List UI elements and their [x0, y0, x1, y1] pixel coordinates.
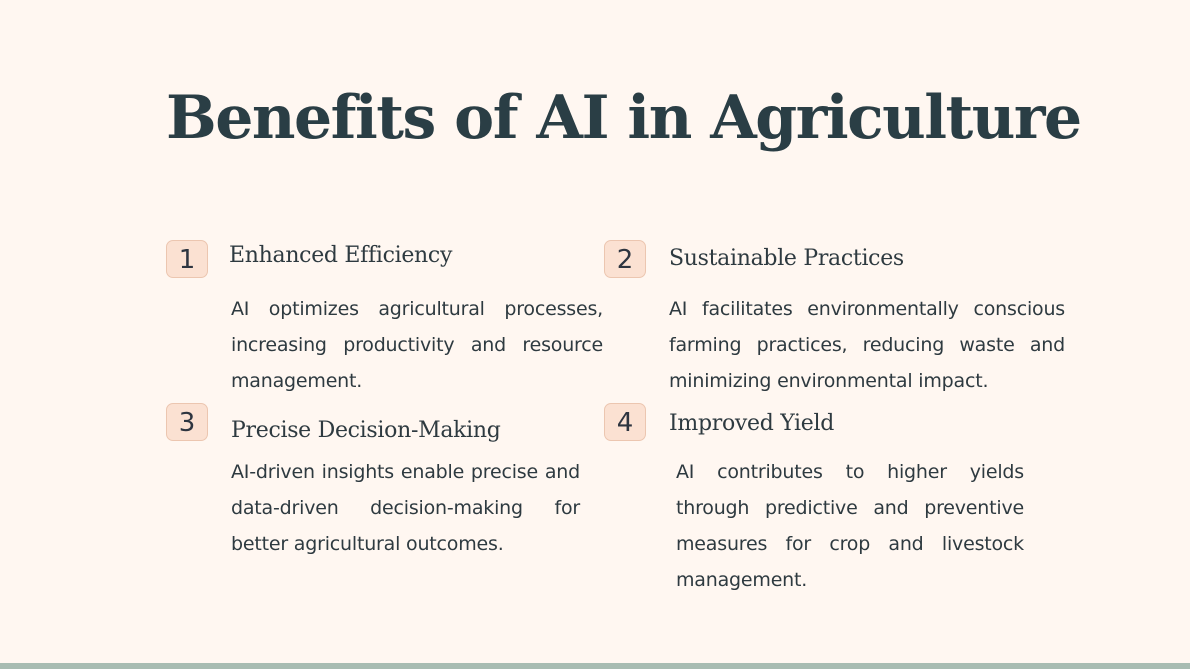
benefit-heading-4: Improved Yield: [669, 411, 835, 436]
number-badge-label: 4: [616, 408, 634, 438]
benefit-text-4: AI contributes to higher yields through …: [676, 461, 1024, 591]
benefit-text-2: AI facilitates environmentally conscious…: [669, 298, 1065, 392]
number-badge-label: 3: [178, 408, 196, 438]
number-badge-2: 2: [604, 240, 646, 278]
number-badge-3: 3: [166, 403, 208, 441]
bottom-accent-bar: [0, 663, 1190, 669]
slide-title: Benefits of AI in Agriculture: [166, 83, 1082, 153]
number-badge-label: 1: [178, 245, 196, 275]
benefit-text-1: AI optimizes agricultural processes, inc…: [231, 298, 603, 392]
benefit-heading-2: Sustainable Practices: [669, 246, 904, 271]
benefit-heading-1: Enhanced Efficiency: [229, 243, 453, 268]
number-badge-label: 2: [616, 245, 634, 275]
number-badge-1: 1: [166, 240, 208, 278]
benefit-text-3: AI-driven insights enable precise and da…: [231, 461, 580, 555]
benefit-heading-3: Precise Decision-Making: [231, 418, 501, 443]
number-badge-4: 4: [604, 403, 646, 441]
